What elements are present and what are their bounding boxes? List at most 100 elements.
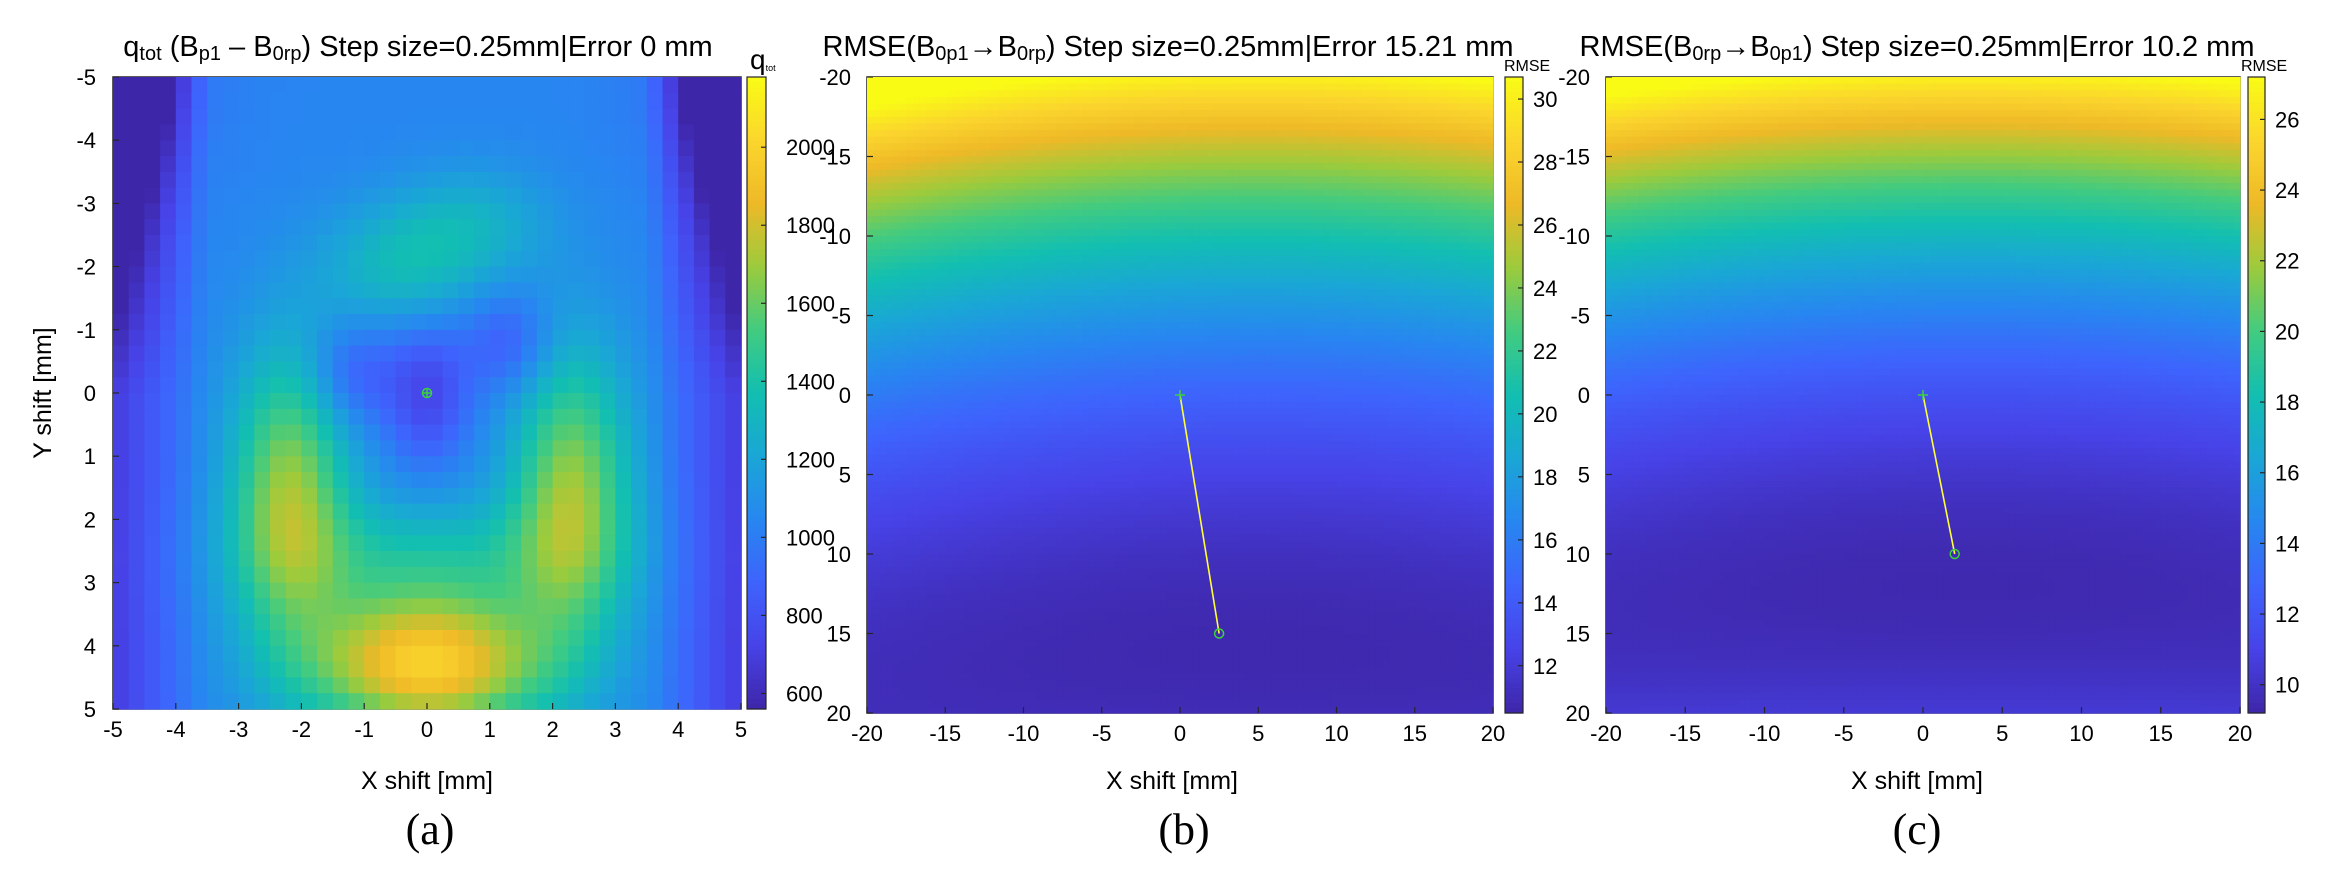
panel-b-heatmap-cell xyxy=(874,150,881,157)
panel-a-heatmap-cell xyxy=(458,488,474,504)
panel-b-heatmap-cell xyxy=(1421,170,1428,177)
panel-b-heatmap-cell xyxy=(1356,276,1363,283)
panel-a-heatmap-cell xyxy=(631,314,647,330)
panel-b-heatmap-cell xyxy=(926,210,933,217)
panel-b-heatmap-cell xyxy=(1382,190,1389,197)
panel-b-heatmap-cell xyxy=(1343,150,1350,157)
panel-b-heatmap-cell xyxy=(1434,104,1441,111)
panel-b-heatmap-cell xyxy=(1389,229,1396,236)
panel-b-heatmap-cell xyxy=(984,163,991,170)
panel-b-heatmap-cell xyxy=(1460,282,1467,289)
panel-a-heatmap-cell xyxy=(647,235,663,251)
panel-b-heatmap-cell xyxy=(1056,104,1063,111)
panel-b-heatmap-cell xyxy=(1180,276,1187,283)
panel-b-heatmap-cell xyxy=(1258,117,1265,124)
panel-b-heatmap-cell xyxy=(1089,196,1096,203)
panel-b-heatmap-cell xyxy=(965,190,972,197)
panel-b-heatmap-cell xyxy=(1180,84,1187,91)
panel-b-heatmap-cell xyxy=(1095,269,1102,276)
panel-b-heatmap-cell xyxy=(1089,263,1096,270)
panel-b-heatmap-cell xyxy=(1004,216,1011,223)
panel-a-heatmap-cell xyxy=(113,646,129,662)
panel-b-heatmap-cell xyxy=(1415,282,1422,289)
panel-b-heatmap-cell xyxy=(1304,130,1311,137)
panel-a-heatmap-cell xyxy=(694,677,710,693)
panel-b-heatmap-cell xyxy=(1271,276,1278,283)
panel-b-heatmap-cell xyxy=(1076,130,1083,137)
panel-b-heatmap-cell xyxy=(1434,210,1441,217)
panel-a-heatmap-cell xyxy=(725,519,741,535)
panel-b-heatmap-cell xyxy=(887,130,894,137)
panel-b-heatmap-cell xyxy=(1187,196,1194,203)
panel-a-heatmap-cell xyxy=(301,361,317,377)
panel-a-heatmap-cell xyxy=(192,203,208,219)
panel-b-heatmap-cell xyxy=(1173,84,1180,91)
panel-b-heatmap-cell xyxy=(893,110,900,117)
panel-b-heatmap-cell xyxy=(1115,282,1122,289)
panel-a-heatmap-cell xyxy=(615,140,631,156)
panel-b-heatmap-cell xyxy=(1239,210,1246,217)
panel-a-heatmap-cell xyxy=(270,440,286,456)
panel-b-heatmap-cell xyxy=(1206,203,1213,210)
panel-a-heatmap-cell xyxy=(553,440,569,456)
panel-a-heatmap-cell xyxy=(631,472,647,488)
panel-a-heatmap-cell xyxy=(521,567,537,583)
panel-b-heatmap-cell xyxy=(1089,163,1096,170)
panel-a-heatmap-cell xyxy=(600,219,616,235)
panel-b-heatmap-cell xyxy=(893,282,900,289)
panel-a-heatmap-cell xyxy=(537,504,553,520)
panel-a-heatmap-cell xyxy=(553,235,569,251)
panel-a-heatmap-cell xyxy=(144,598,160,614)
panel-b-heatmap-cell xyxy=(1082,269,1089,276)
panel-a-heatmap-cell xyxy=(396,630,412,646)
panel-b-heatmap-cell xyxy=(1050,223,1057,230)
panel-a-heatmap-cell xyxy=(537,188,553,204)
colorbar-segment xyxy=(747,181,766,187)
panel-b-heatmap-cell xyxy=(945,282,952,289)
panel-a-heatmap-cell xyxy=(129,535,145,551)
panel-b-heatmap-cell xyxy=(1024,176,1031,183)
panel-b-heatmap-cell xyxy=(1141,176,1148,183)
panel-b-heatmap-cell xyxy=(1330,170,1337,177)
panel-b-heatmap-cell xyxy=(1297,117,1304,124)
panel-b-heatmap-cell xyxy=(1213,176,1220,183)
panel-b-heatmap-cell xyxy=(1421,249,1428,256)
panel-a-heatmap-cell xyxy=(396,519,412,535)
panel-b-heatmap-cell xyxy=(1447,170,1454,177)
panel-b-heatmap-cell xyxy=(1128,176,1135,183)
panel-a-heatmap-cell xyxy=(192,298,208,314)
panel-b-heatmap-cell xyxy=(1415,150,1422,157)
panel-b-heatmap-cell xyxy=(1486,84,1493,91)
panel-a-heatmap-cell xyxy=(144,361,160,377)
panel-b-heatmap-cell xyxy=(1128,90,1135,97)
panel-a-heatmap-cell xyxy=(364,425,380,441)
panel-b-heatmap-cell xyxy=(1193,117,1200,124)
panel-b-heatmap-cell xyxy=(1467,190,1474,197)
panel-a-heatmap-cell xyxy=(364,77,380,93)
panel-a-heatmap-cell xyxy=(129,140,145,156)
panel-a-heatmap-cell xyxy=(458,504,474,520)
panel-a-heatmap-cell xyxy=(678,472,694,488)
panel-b-heatmap-cell xyxy=(1389,117,1396,124)
panel-b-heatmap-cell xyxy=(965,143,972,150)
panel-b-heatmap-cell xyxy=(991,163,998,170)
panel-b-heatmap-cell xyxy=(867,84,874,91)
panel-b-heatmap-cell xyxy=(1141,223,1148,230)
panel-a-heatmap-cell xyxy=(710,140,726,156)
panel-b-heatmap-cell xyxy=(1265,196,1272,203)
panel-a-heatmap-cell xyxy=(647,219,663,235)
panel-a-heatmap-cell xyxy=(694,614,710,630)
panel-b-heatmap-cell xyxy=(1421,229,1428,236)
panel-b-heatmap-cell xyxy=(1160,269,1167,276)
panel-b-heatmap-cell xyxy=(1376,183,1383,190)
panel-b-heatmap-cell xyxy=(1108,176,1115,183)
panel-b-heatmap-cell xyxy=(1473,183,1480,190)
panel-a-heatmap-cell xyxy=(427,598,443,614)
panel-a-heatmap-cell xyxy=(160,472,176,488)
panel-b-heatmap-cell xyxy=(991,123,998,130)
panel-a-heatmap-cell xyxy=(176,219,192,235)
panel-b-heatmap-cell xyxy=(1017,282,1024,289)
panel-b-heatmap-cell xyxy=(1421,210,1428,217)
panel-a-heatmap-cell xyxy=(568,361,584,377)
panel-b-heatmap-cell xyxy=(1402,90,1409,97)
